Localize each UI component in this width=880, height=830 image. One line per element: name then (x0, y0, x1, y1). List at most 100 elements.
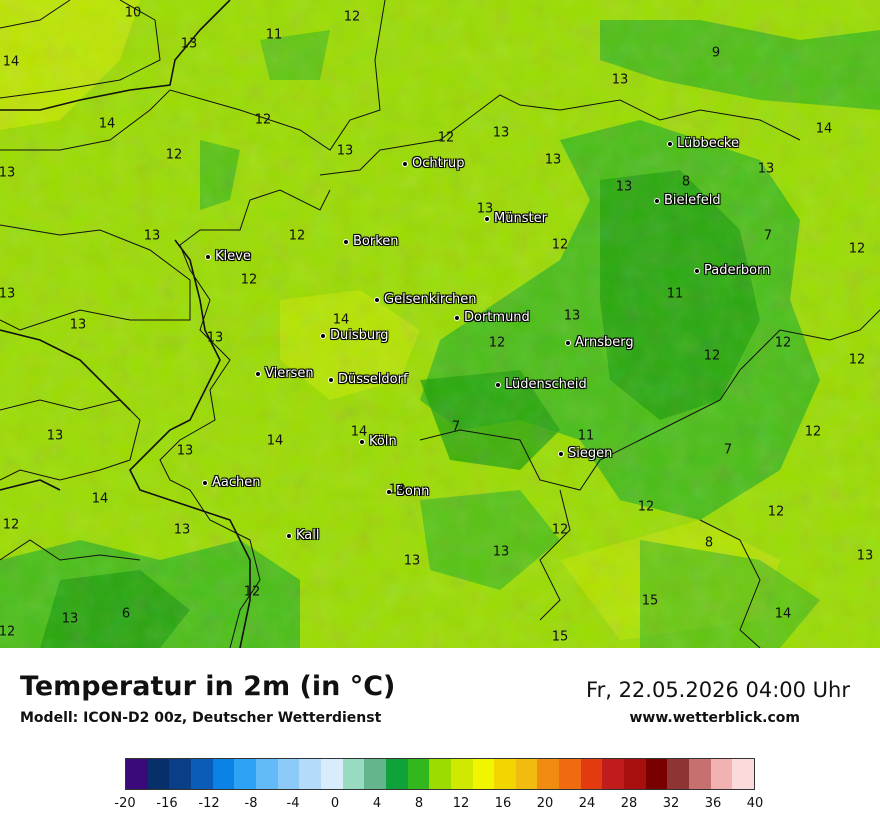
temperature-label: 13 (856, 548, 874, 564)
temperature-label: 9 (711, 45, 721, 61)
city-marker[interactable]: Köln (359, 431, 397, 450)
temperature-label: 15 (641, 593, 659, 609)
city-marker[interactable]: Aachen (202, 472, 260, 491)
city-marker[interactable]: Duisburg (320, 325, 389, 344)
legend-swatch (190, 759, 213, 789)
city-dot-icon (205, 253, 211, 260)
temperature-label: 14 (2, 54, 20, 70)
city-marker[interactable]: Ochtrup (402, 153, 465, 172)
legend-swatch (212, 759, 235, 789)
temperature-label: 12 (165, 147, 183, 163)
temperature-label: 13 (173, 522, 191, 538)
color-legend-ticks: -20 -16 -12 -8 -4 0 4 8 12 16 20 24 28 32 36 40 (114, 796, 763, 816)
city-marker[interactable]: Siegen (558, 443, 612, 462)
temperature-label: 13 (180, 36, 198, 52)
city-label: Aachen (212, 475, 261, 490)
temperature-label: 13 (336, 143, 354, 159)
temperature-label: 12 (767, 504, 785, 520)
legend-tick-label: 32 (662, 796, 680, 811)
temperature-label: 14 (332, 312, 350, 328)
temperature-label: 7 (451, 419, 461, 435)
temperature-label: 11 (666, 286, 684, 302)
city-dot-icon (374, 296, 380, 303)
city-label: Bonn (396, 484, 430, 499)
city-marker[interactable]: Dortmund (454, 307, 530, 326)
city-marker[interactable]: Lüdenscheid (495, 374, 587, 393)
city-marker[interactable]: Kleve (205, 246, 251, 265)
legend-swatch (689, 759, 711, 789)
temperature-map[interactable]: Lübbecke Ochtrup Bielefeld Münster Borke… (0, 0, 880, 648)
city-marker[interactable]: Gelsenkirchen (374, 289, 477, 308)
country-border (0, 0, 251, 648)
city-dot-icon (328, 376, 334, 383)
city-dot-icon (386, 488, 392, 495)
legend-swatch (537, 759, 560, 789)
city-marker[interactable]: Kall (286, 525, 320, 544)
legend-tick-label: 36 (704, 796, 722, 811)
temperature-label: 14 (815, 121, 833, 137)
city-marker[interactable]: Bielefeld (654, 190, 721, 209)
temperature-label: 13 (615, 179, 633, 195)
city-label: Kall (296, 528, 320, 543)
legend-swatch (342, 759, 365, 789)
legend-swatch (667, 759, 690, 789)
city-label: Köln (369, 434, 397, 449)
map-title: Temperatur in 2m (in °C) (20, 671, 396, 702)
temperature-label: 12 (551, 237, 569, 253)
temperature-label: 13 (0, 286, 16, 302)
website-link[interactable]: www.wetterblick.com (629, 710, 801, 726)
temperature-label: 10 (124, 5, 142, 21)
temperature-field (0, 0, 880, 648)
city-label: Lüdenscheid (505, 377, 587, 392)
temperature-label: 13 (46, 428, 64, 444)
temperature-label: 12 (2, 517, 20, 533)
temperature-label: 12 (774, 335, 792, 351)
forecast-datetime: Fr, 22.05.2026 04:00 Uhr (586, 678, 850, 702)
legend-swatch (515, 759, 538, 789)
temperature-label: 7 (723, 442, 733, 458)
model-credit: Modell: ICON-D2 00z, Deutscher Wetterdie… (20, 710, 382, 726)
city-label: Siegen (568, 446, 613, 461)
temperature-label: 13 (544, 152, 562, 168)
city-dot-icon (343, 238, 349, 245)
temperature-label: 13 (403, 553, 421, 569)
city-dot-icon (565, 339, 571, 346)
footer-panel: Temperatur in 2m (in °C) Modell: ICON-D2… (0, 648, 880, 830)
legend-swatch (299, 759, 321, 789)
city-label: Duisburg (330, 328, 389, 343)
city-marker[interactable]: Paderborn (694, 260, 770, 279)
temperature-label: 11 (265, 27, 283, 43)
city-marker[interactable]: Lübbecke (667, 133, 739, 152)
legend-swatch (255, 759, 278, 789)
field-texture (0, 0, 880, 648)
city-dot-icon (286, 532, 292, 539)
legend-tick-label: 24 (578, 796, 596, 811)
legend-swatch (580, 759, 603, 789)
temperature-label: 13 (69, 317, 87, 333)
city-dot-icon (454, 314, 460, 321)
city-marker[interactable]: Düsseldorf (328, 369, 408, 388)
city-marker[interactable]: Münster (484, 208, 547, 227)
city-marker[interactable]: Borken (343, 231, 399, 250)
city-dot-icon (320, 332, 326, 339)
temperature-label: 15 (551, 629, 569, 645)
temperature-label: 13 (476, 201, 494, 217)
city-label: Ochtrup (412, 156, 465, 171)
legend-swatch (147, 759, 170, 789)
legend-swatch (234, 759, 256, 789)
city-dot-icon (667, 140, 673, 147)
temperature-label: 11 (577, 428, 595, 444)
legend-swatch (624, 759, 646, 789)
temperature-label: 12 (848, 241, 866, 257)
city-dot-icon (484, 215, 490, 222)
legend-swatch (472, 759, 495, 789)
city-marker[interactable]: Viersen (255, 363, 314, 382)
color-legend-bar (125, 758, 755, 790)
city-marker[interactable]: Bonn (386, 481, 429, 500)
legend-swatch (126, 759, 148, 789)
temperature-label: 12 (288, 228, 306, 244)
temperature-label: 14 (91, 491, 109, 507)
temperature-label: 14 (350, 424, 368, 440)
city-marker[interactable]: Arnsberg (565, 332, 634, 351)
legend-tick-label: 28 (620, 796, 638, 811)
